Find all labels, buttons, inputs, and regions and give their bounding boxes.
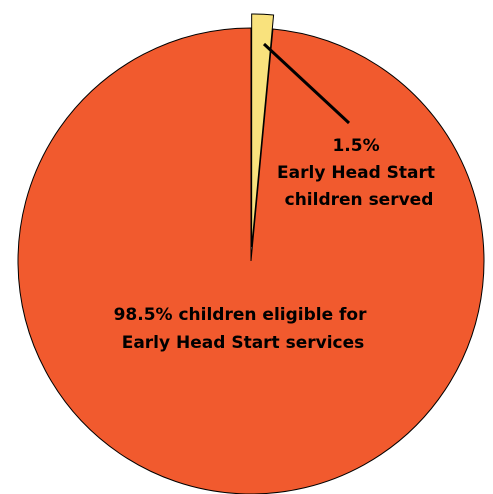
label-served-line-1: 1.5% xyxy=(332,136,379,156)
label-eligible: 98.5% children eligible for Early Head S… xyxy=(114,305,373,353)
label-eligible-line-1: 98.5% children eligible for xyxy=(114,305,368,325)
pie-slice-served xyxy=(251,13,275,248)
label-served-line-3: children served xyxy=(285,190,434,210)
leader-line xyxy=(262,42,351,125)
pie-slice-eligible xyxy=(17,27,485,494)
label-served: 1.5% Early Head Start children served xyxy=(277,136,441,210)
label-served-line-2: Early Head Start xyxy=(277,163,435,183)
label-eligible-line-2: Early Head Start services xyxy=(122,333,365,353)
